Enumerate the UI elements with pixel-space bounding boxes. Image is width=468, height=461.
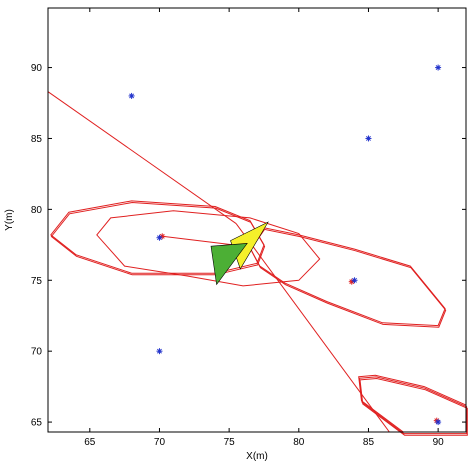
robot-pose-1	[210, 243, 248, 286]
x-tick-label: 65	[84, 437, 96, 448]
landmark-6	[435, 419, 442, 426]
y-axis-ticks: 65 70 75 80 85 90	[31, 63, 466, 429]
trajectory-line-1	[235, 223, 390, 433]
landmark-2	[435, 64, 442, 71]
y-tick-label: 80	[31, 205, 43, 216]
uncertainty-ellipse-0-1	[50, 201, 266, 276]
x-axis-label: X(m)	[246, 451, 268, 461]
y-tick-label: 65	[31, 418, 43, 429]
uncertainty-ellipse-3-0	[358, 374, 467, 433]
x-tick-label: 75	[224, 437, 236, 448]
uncertainty-ellipse-3-1	[358, 376, 468, 435]
landmark-0	[128, 92, 135, 99]
uncertainty-ellipse-1-0	[96, 210, 321, 287]
landmark-4	[351, 277, 358, 284]
landmark-5	[156, 348, 163, 355]
x-tick-label: 80	[293, 437, 305, 448]
trajectory-line-2	[162, 235, 234, 246]
y-tick-label: 90	[31, 63, 43, 74]
x-tick-label: 70	[154, 437, 166, 448]
y-axis-label: Y(m)	[4, 209, 15, 231]
data-layer	[47, 64, 468, 436]
x-tick-label: 85	[363, 437, 375, 448]
x-axis-ticks: 65 70 75 80 85 90	[84, 8, 444, 448]
x-tick-label: 90	[433, 437, 445, 448]
axes-frame	[47, 7, 467, 433]
uncertainty-ellipse-3-2	[359, 377, 468, 436]
uncertainty-ellipse-2-1	[250, 228, 447, 328]
trajectory-line-0	[47, 91, 237, 224]
landmark-3	[156, 234, 163, 241]
landmark-1	[365, 135, 372, 142]
y-tick-label: 85	[31, 134, 43, 145]
y-tick-label: 75	[31, 276, 43, 287]
y-tick-label: 70	[31, 347, 43, 358]
uncertainty-ellipse-2-0	[249, 227, 446, 327]
